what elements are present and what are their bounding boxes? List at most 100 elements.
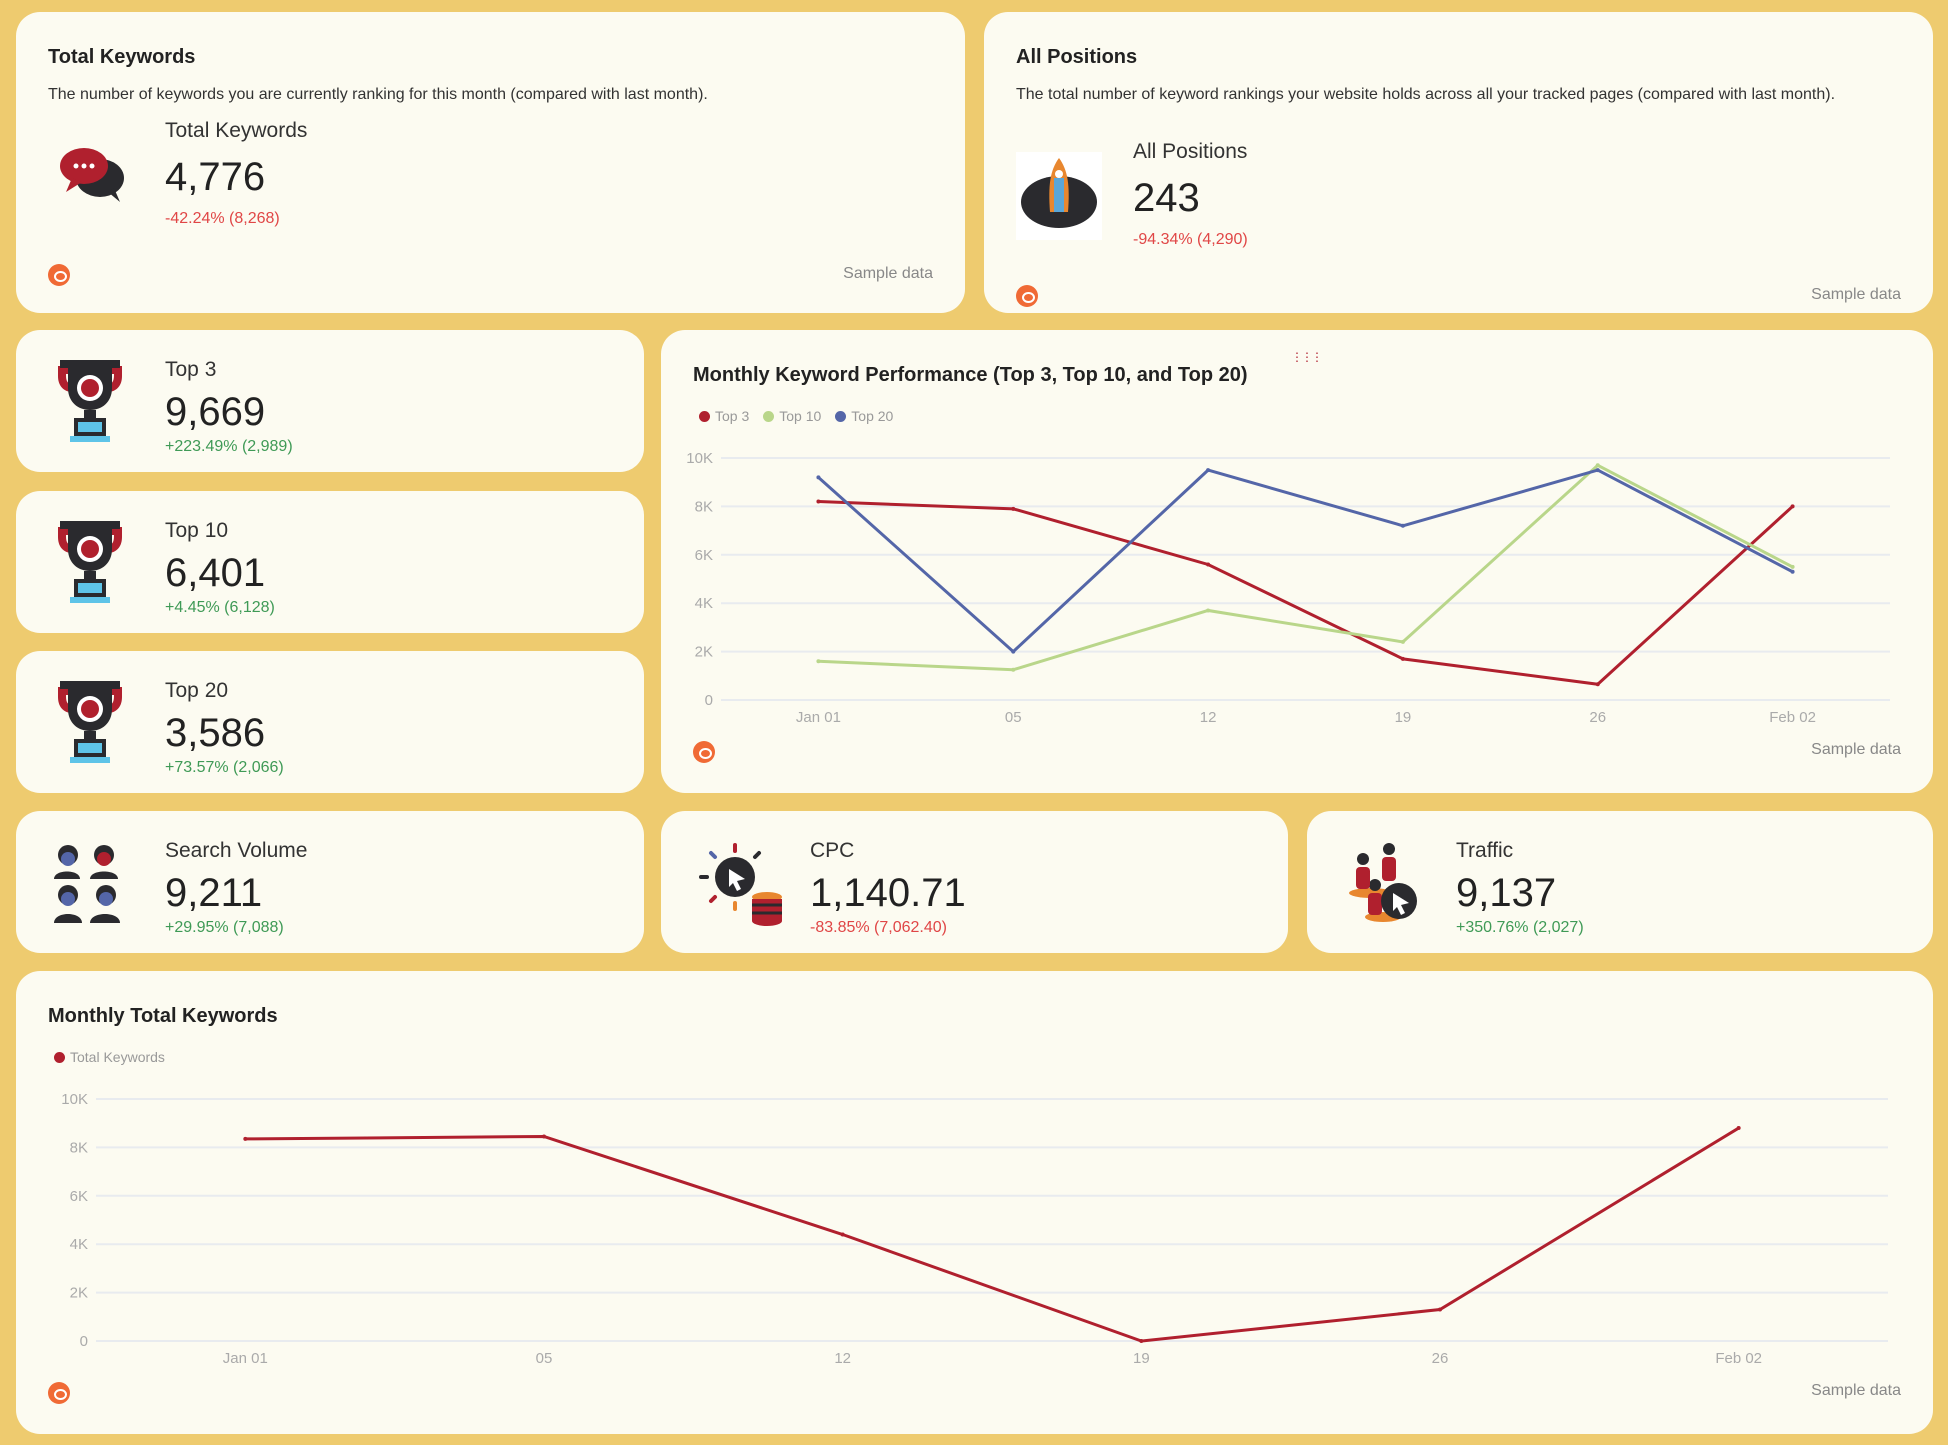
series-line-top-20[interactable] bbox=[817, 468, 1794, 654]
y-tick-label: 4K bbox=[695, 595, 713, 612]
legend-item-top-20[interactable]: Top 20 bbox=[835, 408, 893, 424]
total-keywords-card: Total Keywords The number of keywords yo… bbox=[16, 12, 965, 313]
data-point[interactable] bbox=[1011, 649, 1016, 654]
metric-value: 243 bbox=[1133, 176, 1200, 220]
data-point[interactable] bbox=[1400, 656, 1405, 661]
x-tick-label: Feb 02 bbox=[1715, 1350, 1762, 1367]
data-point[interactable] bbox=[1595, 463, 1600, 468]
series-line-top-3[interactable] bbox=[818, 500, 1794, 686]
trophy-icon bbox=[52, 679, 128, 770]
metric-change: -94.34% (4,290) bbox=[1133, 231, 1248, 248]
y-tick-label: 10K bbox=[61, 1091, 88, 1108]
data-point[interactable] bbox=[1438, 1307, 1442, 1312]
data-point[interactable] bbox=[1595, 682, 1600, 687]
sample-data-label: Sample data bbox=[843, 265, 933, 282]
data-point[interactable] bbox=[1011, 667, 1016, 672]
x-tick-label: Feb 02 bbox=[1769, 709, 1816, 726]
card-description: The number of keywords you are currently… bbox=[48, 86, 708, 103]
data-point[interactable] bbox=[816, 659, 821, 664]
metric-value: 9,137 bbox=[1456, 871, 1557, 915]
data-point[interactable] bbox=[1011, 506, 1016, 511]
metric-card-cpc: CPC 1,140.71 -83.85% (7,062.40) bbox=[661, 811, 1288, 953]
metric-change: +223.49% (2,989) bbox=[165, 438, 293, 455]
data-point[interactable] bbox=[840, 1232, 845, 1237]
brand-logo-icon bbox=[48, 1382, 70, 1404]
metric-value: 6,401 bbox=[165, 551, 266, 595]
metric-label: CPC bbox=[810, 839, 855, 862]
data-point[interactable] bbox=[816, 475, 821, 480]
metric-value: 3,586 bbox=[165, 711, 266, 755]
legend-item-top-10[interactable]: Top 10 bbox=[763, 408, 821, 424]
data-point[interactable] bbox=[816, 499, 821, 504]
metric-change: -83.85% (7,062.40) bbox=[810, 919, 947, 936]
x-tick-label: 12 bbox=[834, 1350, 851, 1367]
data-point[interactable] bbox=[1790, 504, 1795, 509]
total-keywords-line-chart: 0 2K 4K 6K 8K 10K Jan 01 05 12 19 26 Feb 02 bbox=[61, 1091, 1888, 1367]
data-point[interactable] bbox=[1736, 1126, 1741, 1131]
chart-legend: Top 3 Top 10 Top 20 bbox=[699, 408, 893, 424]
data-point[interactable] bbox=[542, 1134, 546, 1139]
data-point[interactable] bbox=[243, 1136, 248, 1141]
trophy-icon bbox=[52, 358, 128, 449]
y-tick-label: 10K bbox=[686, 450, 713, 467]
data-point[interactable] bbox=[1206, 468, 1211, 473]
metric-label: Top 10 bbox=[165, 519, 229, 542]
monthly-total-keywords-chart-card: Monthly Total Keywords Total Keywords 0 2… bbox=[16, 971, 1933, 1434]
cursor-coins-icon bbox=[697, 839, 787, 934]
all-positions-card: All Positions The total number of keywor… bbox=[984, 12, 1933, 313]
chart-title: Monthly Keyword Performance (Top 3, Top … bbox=[693, 364, 1248, 386]
metric-label: Total Keywords bbox=[165, 119, 308, 142]
x-tick-label: 26 bbox=[1432, 1350, 1449, 1367]
data-point[interactable] bbox=[1206, 562, 1211, 567]
data-point[interactable] bbox=[1139, 1339, 1144, 1343]
x-tick-label: 05 bbox=[536, 1350, 553, 1367]
y-tick-label: 4K bbox=[70, 1236, 88, 1253]
data-point[interactable] bbox=[1206, 608, 1211, 613]
series-line-top-10[interactable] bbox=[818, 463, 1794, 672]
sample-data-label: Sample data bbox=[1811, 1382, 1901, 1399]
chart-legend: Total Keywords bbox=[54, 1049, 165, 1065]
data-point[interactable] bbox=[1790, 564, 1795, 569]
sample-data-label: Sample data bbox=[1811, 286, 1901, 303]
data-point[interactable] bbox=[1400, 523, 1405, 528]
metric-label: Top 3 bbox=[165, 358, 217, 381]
metric-change: +4.45% (6,128) bbox=[165, 599, 275, 616]
data-point[interactable] bbox=[1790, 569, 1795, 574]
card-description: The total number of keyword rankings you… bbox=[1016, 86, 1836, 103]
metric-change: -42.24% (8,268) bbox=[165, 210, 280, 227]
card-title: Total Keywords bbox=[48, 46, 196, 68]
x-tick-label: 26 bbox=[1589, 709, 1606, 726]
y-tick-label: 0 bbox=[80, 1333, 88, 1350]
legend-item-top-3[interactable]: Top 3 bbox=[699, 408, 749, 424]
y-tick-label: 2K bbox=[70, 1285, 88, 1302]
metric-change: +73.57% (2,066) bbox=[165, 759, 284, 776]
card-title: All Positions bbox=[1016, 46, 1138, 68]
data-point[interactable] bbox=[1400, 639, 1405, 644]
x-tick-label: 19 bbox=[1395, 709, 1412, 726]
sample-data-label: Sample data bbox=[1811, 741, 1901, 758]
metric-card-traffic: Traffic 9,137 +350.76% (2,027) bbox=[1307, 811, 1933, 953]
x-tick-label: Jan 01 bbox=[223, 1350, 268, 1367]
y-tick-label: 8K bbox=[70, 1139, 88, 1156]
y-tick-label: 6K bbox=[695, 547, 713, 564]
x-tick-label: 05 bbox=[1005, 709, 1022, 726]
legend-item-total-keywords[interactable]: Total Keywords bbox=[54, 1049, 165, 1065]
traffic-cursor-icon bbox=[1343, 839, 1423, 930]
metric-value: 4,776 bbox=[165, 155, 266, 199]
brand-logo-icon bbox=[1016, 285, 1038, 307]
y-tick-label: 8K bbox=[695, 498, 713, 515]
metric-value: 9,669 bbox=[165, 390, 266, 434]
metric-card-top-10: Top 10 6,401 +4.45% (6,128) bbox=[16, 491, 644, 633]
metric-label: Traffic bbox=[1456, 839, 1514, 862]
brand-logo-icon bbox=[693, 741, 715, 763]
drag-handle-icon[interactable]: ⋮⋮⋮ bbox=[1291, 350, 1323, 364]
y-tick-label: 0 bbox=[705, 692, 713, 709]
data-point[interactable] bbox=[1595, 468, 1600, 473]
metric-label: Search Volume bbox=[165, 839, 308, 862]
metric-change: +29.95% (7,088) bbox=[165, 919, 284, 936]
x-tick-label: Jan 01 bbox=[796, 709, 841, 726]
series-line-total-keywords[interactable] bbox=[245, 1126, 1740, 1343]
metric-value: 9,211 bbox=[165, 871, 263, 915]
people-icon bbox=[52, 839, 124, 930]
metric-change: +350.76% (2,027) bbox=[1456, 919, 1584, 936]
